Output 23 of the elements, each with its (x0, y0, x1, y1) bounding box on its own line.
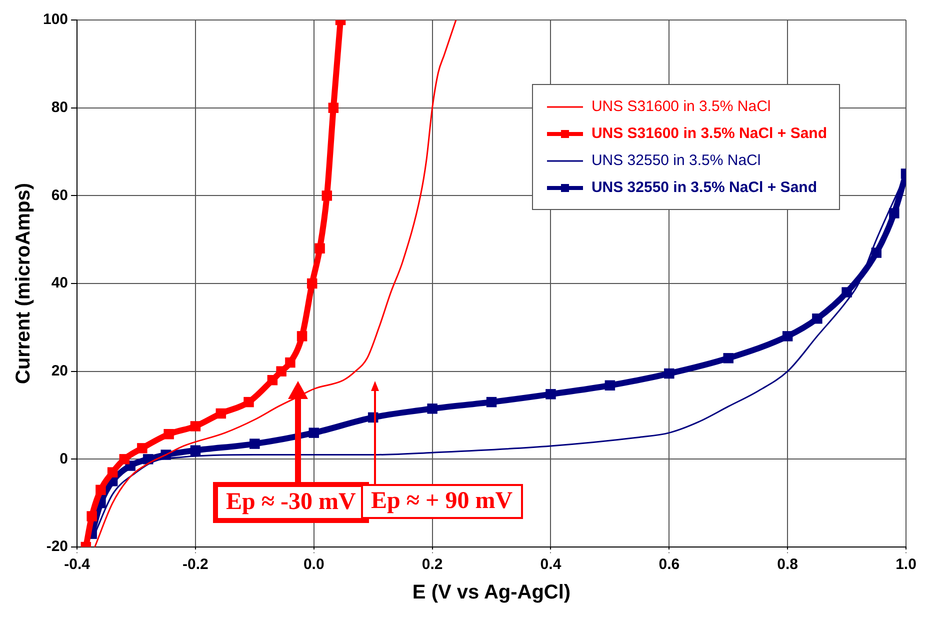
y-tick-label: 80 (51, 98, 68, 116)
y-tick-label: 0 (60, 450, 68, 468)
y-tick-label: 100 (42, 11, 68, 28)
y-tick-label: 20 (51, 362, 68, 380)
legend-label: UNS 32550 in 3.5% NaCl + Sand (591, 179, 817, 196)
legend-label: UNS S31600 in 3.5% NaCl + Sand (591, 125, 827, 142)
x-tick-label: -0.2 (182, 556, 208, 574)
x-axis-title: E (V vs Ag-AgCl) (412, 582, 571, 604)
x-tick-label: 1.0 (896, 556, 916, 574)
annotation: Ep ≈ -30 mV (213, 482, 369, 523)
y-tick-label: -20 (46, 538, 68, 556)
y-axis-title: Current (microAmps) (12, 182, 35, 384)
legend-label: UNS S31600 in 3.5% NaCl (591, 98, 771, 115)
y-tick-label: 60 (51, 186, 68, 204)
y-tick-label: 40 (51, 274, 68, 292)
x-tick-label: -0.4 (64, 556, 91, 574)
annotation: Ep ≈ + 90 mV (361, 484, 523, 519)
x-tick-label: 0.6 (658, 556, 680, 574)
x-tick-label: 0.0 (303, 556, 324, 574)
x-tick-label: 0.2 (422, 556, 443, 574)
legend-label: UNS 32550 in 3.5% NaCl (591, 152, 761, 169)
x-tick-label: 0.8 (777, 556, 798, 574)
x-tick-label: 0.4 (540, 556, 562, 574)
